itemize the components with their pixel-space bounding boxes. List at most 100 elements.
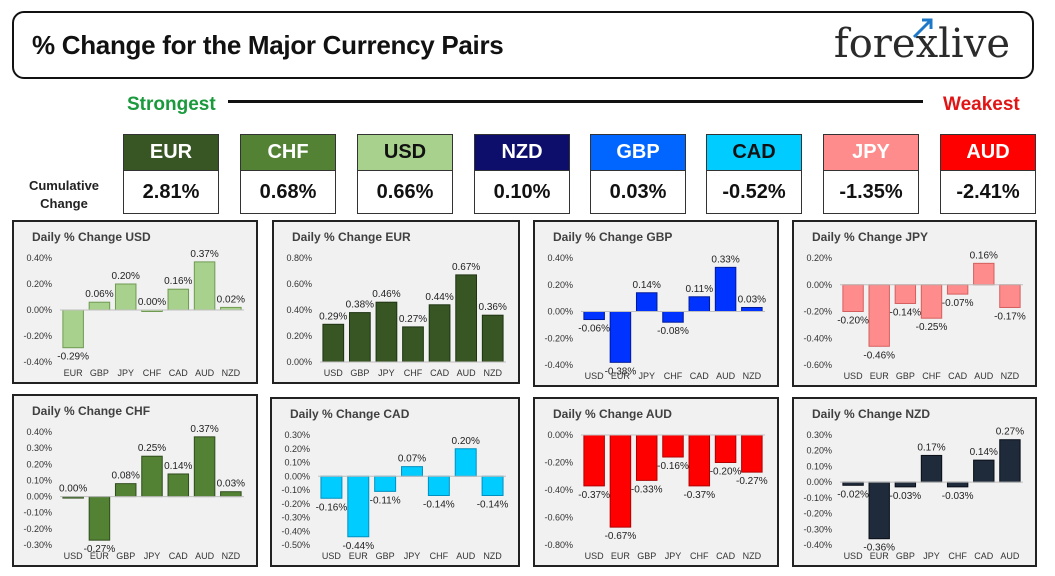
bar-value-label: -0.27% <box>84 544 116 555</box>
x-category-label: AUD <box>974 371 994 381</box>
bar-aud <box>454 448 477 477</box>
chart-panel-1: Daily % Change EUR 0.80% 0.60% 0.40% 0.20% 0.… <box>272 220 520 384</box>
bar-usd <box>583 434 605 487</box>
y-tick-label: -0.60% <box>544 513 573 523</box>
x-category-label: USD <box>844 371 864 381</box>
bar-cad <box>428 304 451 363</box>
bar-value-label: 0.06% <box>85 289 113 300</box>
bar-cad <box>946 284 969 295</box>
y-tick-label: 0.10% <box>806 461 832 471</box>
bar-value-label: -0.29% <box>57 352 89 363</box>
bar-eur <box>62 309 84 349</box>
bar-cad <box>973 459 995 483</box>
bar-jpy <box>635 292 658 313</box>
bar-value-label: 0.33% <box>711 254 739 265</box>
currency-header-usd: USD <box>357 134 453 171</box>
page-title: % Change for the Major Currency Pairs <box>32 30 504 60</box>
x-category-label: GBP <box>116 551 135 561</box>
y-tick-label: 0.00% <box>806 280 832 290</box>
bar-aud <box>714 266 737 312</box>
bar-value-label: -0.36% <box>863 543 895 554</box>
y-tick-label: 0.20% <box>26 279 52 289</box>
bar-value-label: -0.37% <box>683 490 715 501</box>
chart-svg: Daily % Change AUD 0.00% -0.20% -0.40% -0.60… <box>544 407 768 561</box>
chart-panel-2: Daily % Change GBP 0.40% 0.20% 0.00% -0.20% -… <box>533 220 779 387</box>
bar-usd <box>322 323 345 363</box>
chart-title: Daily % Change NZD <box>812 407 930 421</box>
bar-chf <box>402 326 424 363</box>
y-tick-label: 0.30% <box>26 443 52 453</box>
x-category-label: USD <box>844 551 864 561</box>
bar-aud <box>999 439 1021 483</box>
bar-value-label: -0.27% <box>736 476 768 487</box>
bar-value-label: 0.14% <box>164 461 192 472</box>
x-category-label: CAD <box>716 551 736 561</box>
bar-value-label: -0.02% <box>837 489 869 500</box>
bar-chf <box>688 434 711 487</box>
bar-value-label: -0.03% <box>890 491 922 502</box>
bar-jpy <box>920 454 943 483</box>
y-tick-label: -0.30% <box>23 540 52 550</box>
x-category-label: JPY <box>665 551 682 561</box>
bar-value-label: 0.20% <box>112 271 140 282</box>
bar-jpy <box>141 455 163 498</box>
bar-eur <box>88 496 111 541</box>
y-tick-label: 0.00% <box>26 305 52 315</box>
y-tick-label: -0.40% <box>281 526 310 536</box>
bar-value-label: -0.06% <box>578 324 610 335</box>
cumulative-label-line2: Change <box>40 196 88 211</box>
chart-panel-6: Daily % Change AUD 0.00% -0.20% -0.40% -0.60… <box>533 397 779 567</box>
x-category-label: CAD <box>974 551 994 561</box>
y-tick-label: -0.40% <box>544 485 573 495</box>
currency-value-gbp: 0.03% <box>590 171 686 214</box>
bar-value-label: 0.37% <box>190 249 218 260</box>
x-category-label: JPY <box>117 368 134 378</box>
bar-jpy <box>401 466 423 477</box>
bar-value-label: 0.17% <box>917 442 945 453</box>
bar-value-label: -0.14% <box>477 500 509 511</box>
y-tick-label: 0.00% <box>806 477 832 487</box>
y-tick-label: 0.20% <box>547 280 573 290</box>
chart-title: Daily % Change EUR <box>292 230 411 244</box>
bar-gbp <box>894 481 917 488</box>
chart-panel-0: Daily % Change USD 0.40% 0.20% 0.00% -0.20% -… <box>12 220 258 384</box>
bar-value-label: 0.25% <box>138 443 166 454</box>
bar-gbp <box>88 301 111 311</box>
bar-eur <box>868 284 890 347</box>
bar-value-label: 0.00% <box>138 297 166 308</box>
bar-value-label: 0.03% <box>217 479 245 490</box>
bar-value-label: -0.67% <box>605 531 637 542</box>
x-category-label: NZD <box>1001 371 1020 381</box>
chart-panel-7: Daily % Change NZD 0.30% 0.20% 0.10% 0.00% -0… <box>792 397 1037 567</box>
x-category-label: JPY <box>404 551 421 561</box>
y-tick-label: -0.20% <box>23 524 52 534</box>
bar-value-label: -0.14% <box>890 307 922 318</box>
y-tick-label: -0.20% <box>23 331 52 341</box>
bar-value-label: 0.44% <box>425 292 453 303</box>
y-tick-label: 0.20% <box>26 459 52 469</box>
x-category-label: CHF <box>948 551 967 561</box>
title-box: % Change for the Major Currency Pairs fo… <box>12 11 1034 79</box>
bar-value-label: -0.08% <box>657 326 689 337</box>
bar-eur <box>347 475 370 538</box>
bar-value-label: 0.27% <box>996 427 1024 438</box>
y-tick-label: 0.00% <box>284 471 310 481</box>
x-category-label: USD <box>585 371 605 381</box>
chart-svg: Daily % Change USD 0.40% 0.20% 0.00% -0.20% -… <box>23 230 245 378</box>
currency-value-cad: -0.52% <box>706 171 802 214</box>
currency-header-gbp: GBP <box>590 134 686 171</box>
x-category-label: CHF <box>143 368 162 378</box>
x-category-label: JPY <box>923 551 940 561</box>
x-category-label: GBP <box>376 551 395 561</box>
x-category-label: EUR <box>870 551 890 561</box>
bar-value-label: 0.20% <box>452 436 480 447</box>
bar-value-label: -0.03% <box>942 491 974 502</box>
x-category-label: GBP <box>350 368 369 378</box>
x-category-label: GBP <box>637 551 656 561</box>
chart-svg: Daily % Change GBP0.40%0.20%0.00%-0.20%-… <box>544 230 766 381</box>
bar-gbp <box>114 483 137 498</box>
bar-cad <box>688 296 711 312</box>
x-category-label: CHF <box>922 371 941 381</box>
x-category-label: CAD <box>948 371 968 381</box>
x-category-label: GBP <box>90 368 109 378</box>
